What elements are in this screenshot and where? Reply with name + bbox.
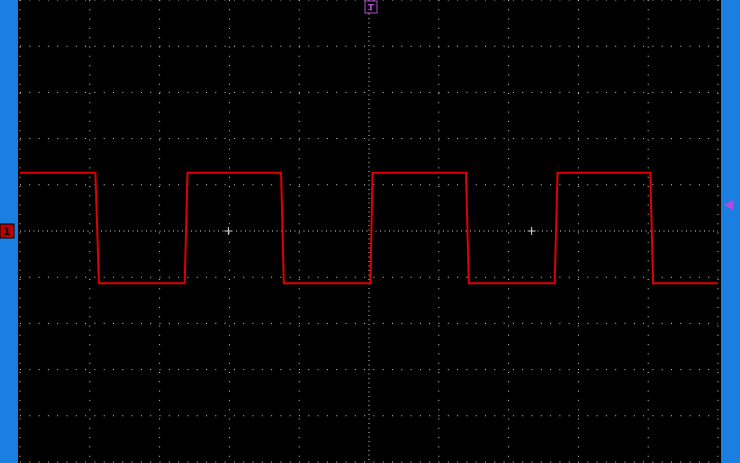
grid bbox=[19, 0, 719, 463]
right-bar bbox=[721, 0, 740, 463]
channel-label: 1 bbox=[3, 225, 11, 238]
trigger-label: T bbox=[368, 4, 375, 14]
trigger-marker bbox=[364, 0, 378, 14]
waveform bbox=[20, 171, 718, 285]
channel-marker bbox=[0, 223, 15, 239]
plot bbox=[20, 171, 718, 285]
trigger-level bbox=[724, 200, 733, 210]
